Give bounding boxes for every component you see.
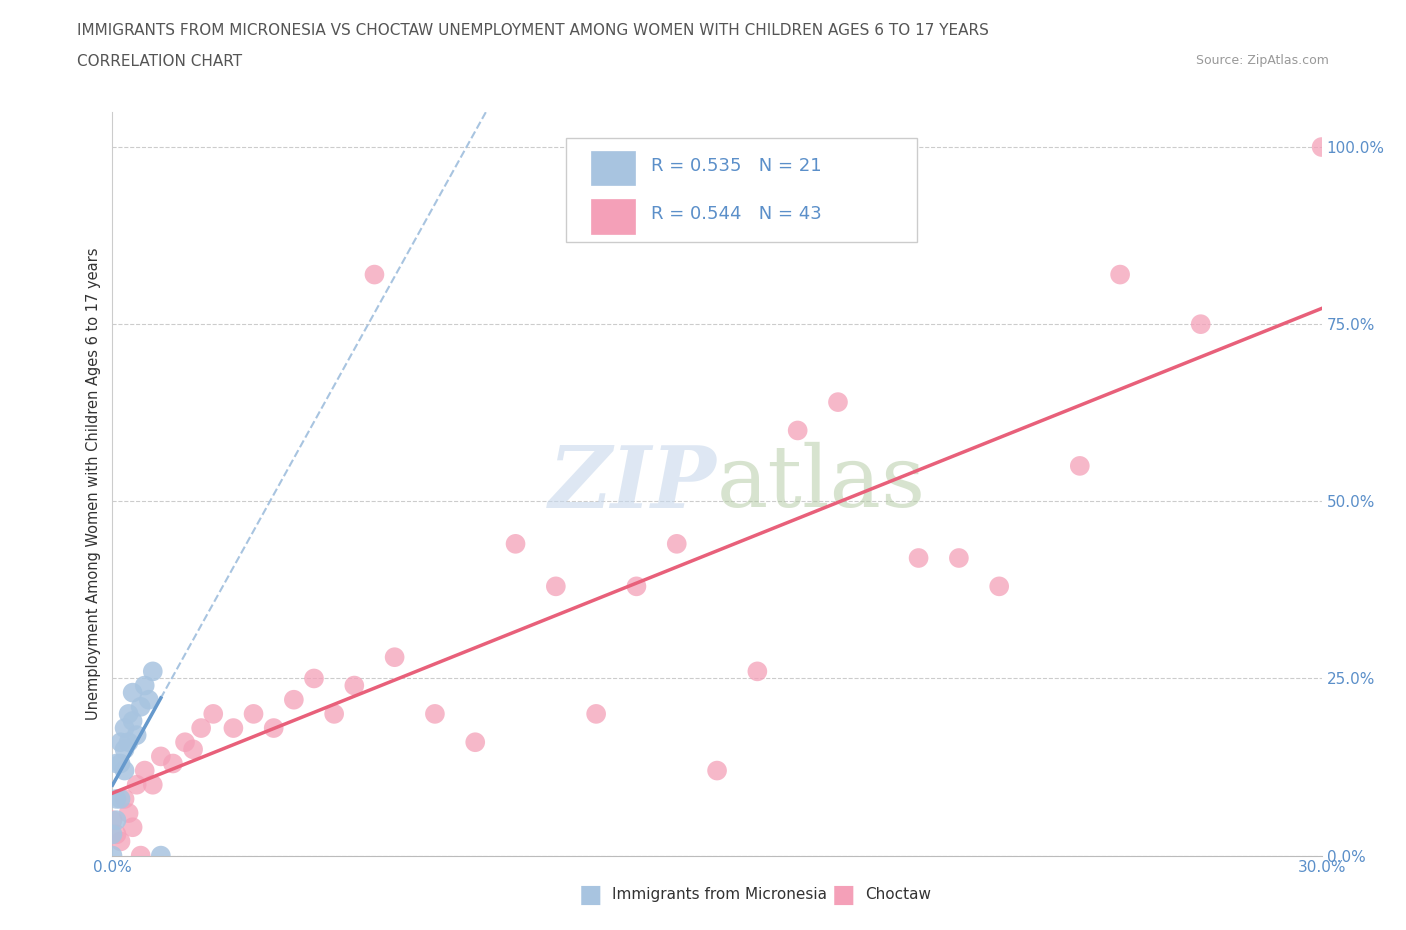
Point	[181, 742, 204, 757]
Point	[202, 707, 225, 722]
Point	[114, 742, 136, 757]
Point	[464, 735, 486, 750]
Point	[302, 671, 325, 686]
Point	[101, 813, 124, 828]
Point	[121, 685, 143, 700]
Point	[138, 692, 160, 707]
Point	[988, 578, 1011, 593]
Point	[384, 650, 406, 665]
Point	[121, 820, 143, 835]
Point	[665, 537, 688, 551]
Point	[114, 721, 136, 736]
Point	[1069, 458, 1091, 473]
Point	[363, 267, 385, 282]
Point	[263, 721, 285, 736]
Text: atlas: atlas	[717, 442, 927, 525]
Point	[110, 791, 132, 806]
Point	[948, 551, 970, 565]
Point	[117, 707, 139, 722]
Point	[129, 699, 152, 714]
Point	[149, 848, 172, 863]
Point	[747, 664, 769, 679]
Point	[101, 827, 124, 842]
Text: ■: ■	[832, 883, 855, 907]
Point	[110, 834, 132, 849]
Point	[827, 394, 849, 409]
Point	[105, 791, 128, 806]
Point	[1189, 317, 1212, 332]
Text: R = 0.535   N = 21: R = 0.535 N = 21	[651, 156, 821, 175]
Point	[1310, 140, 1333, 154]
Text: Immigrants from Micronesia: Immigrants from Micronesia	[612, 887, 827, 902]
Point	[343, 678, 366, 693]
Point	[162, 756, 184, 771]
Text: R = 0.544   N = 43: R = 0.544 N = 43	[651, 205, 821, 223]
Point	[105, 827, 128, 842]
Point	[283, 692, 305, 707]
Point	[706, 764, 728, 778]
Point	[174, 735, 197, 750]
Point	[142, 777, 165, 792]
Point	[190, 721, 212, 736]
Point	[134, 764, 156, 778]
Point	[786, 423, 808, 438]
Point	[110, 756, 132, 771]
Point	[585, 707, 607, 722]
Point	[125, 777, 148, 792]
Point	[142, 664, 165, 679]
Text: Source: ZipAtlas.com: Source: ZipAtlas.com	[1195, 54, 1329, 67]
Y-axis label: Unemployment Among Women with Children Ages 6 to 17 years: Unemployment Among Women with Children A…	[86, 247, 101, 720]
Text: ■: ■	[579, 883, 602, 907]
Point	[626, 578, 648, 593]
Point	[114, 791, 136, 806]
Point	[101, 848, 124, 863]
Point	[149, 749, 172, 764]
Text: Choctaw: Choctaw	[865, 887, 931, 902]
Point	[134, 678, 156, 693]
Point	[117, 735, 139, 750]
FancyBboxPatch shape	[592, 151, 636, 185]
Point	[323, 707, 346, 722]
FancyBboxPatch shape	[565, 138, 917, 242]
Point	[505, 537, 527, 551]
Point	[114, 764, 136, 778]
Point	[121, 713, 143, 728]
Text: IMMIGRANTS FROM MICRONESIA VS CHOCTAW UNEMPLOYMENT AMONG WOMEN WITH CHILDREN AGE: IMMIGRANTS FROM MICRONESIA VS CHOCTAW UN…	[77, 23, 990, 38]
Point	[544, 578, 567, 593]
Point	[129, 848, 152, 863]
Point	[105, 756, 128, 771]
Point	[105, 813, 128, 828]
FancyBboxPatch shape	[592, 199, 636, 233]
Point	[1109, 267, 1132, 282]
Point	[117, 805, 139, 820]
Point	[423, 707, 446, 722]
Point	[907, 551, 929, 565]
Text: CORRELATION CHART: CORRELATION CHART	[77, 54, 242, 69]
Point	[110, 735, 132, 750]
Point	[222, 721, 245, 736]
Point	[125, 727, 148, 742]
Point	[242, 707, 264, 722]
Text: ZIP: ZIP	[550, 442, 717, 525]
